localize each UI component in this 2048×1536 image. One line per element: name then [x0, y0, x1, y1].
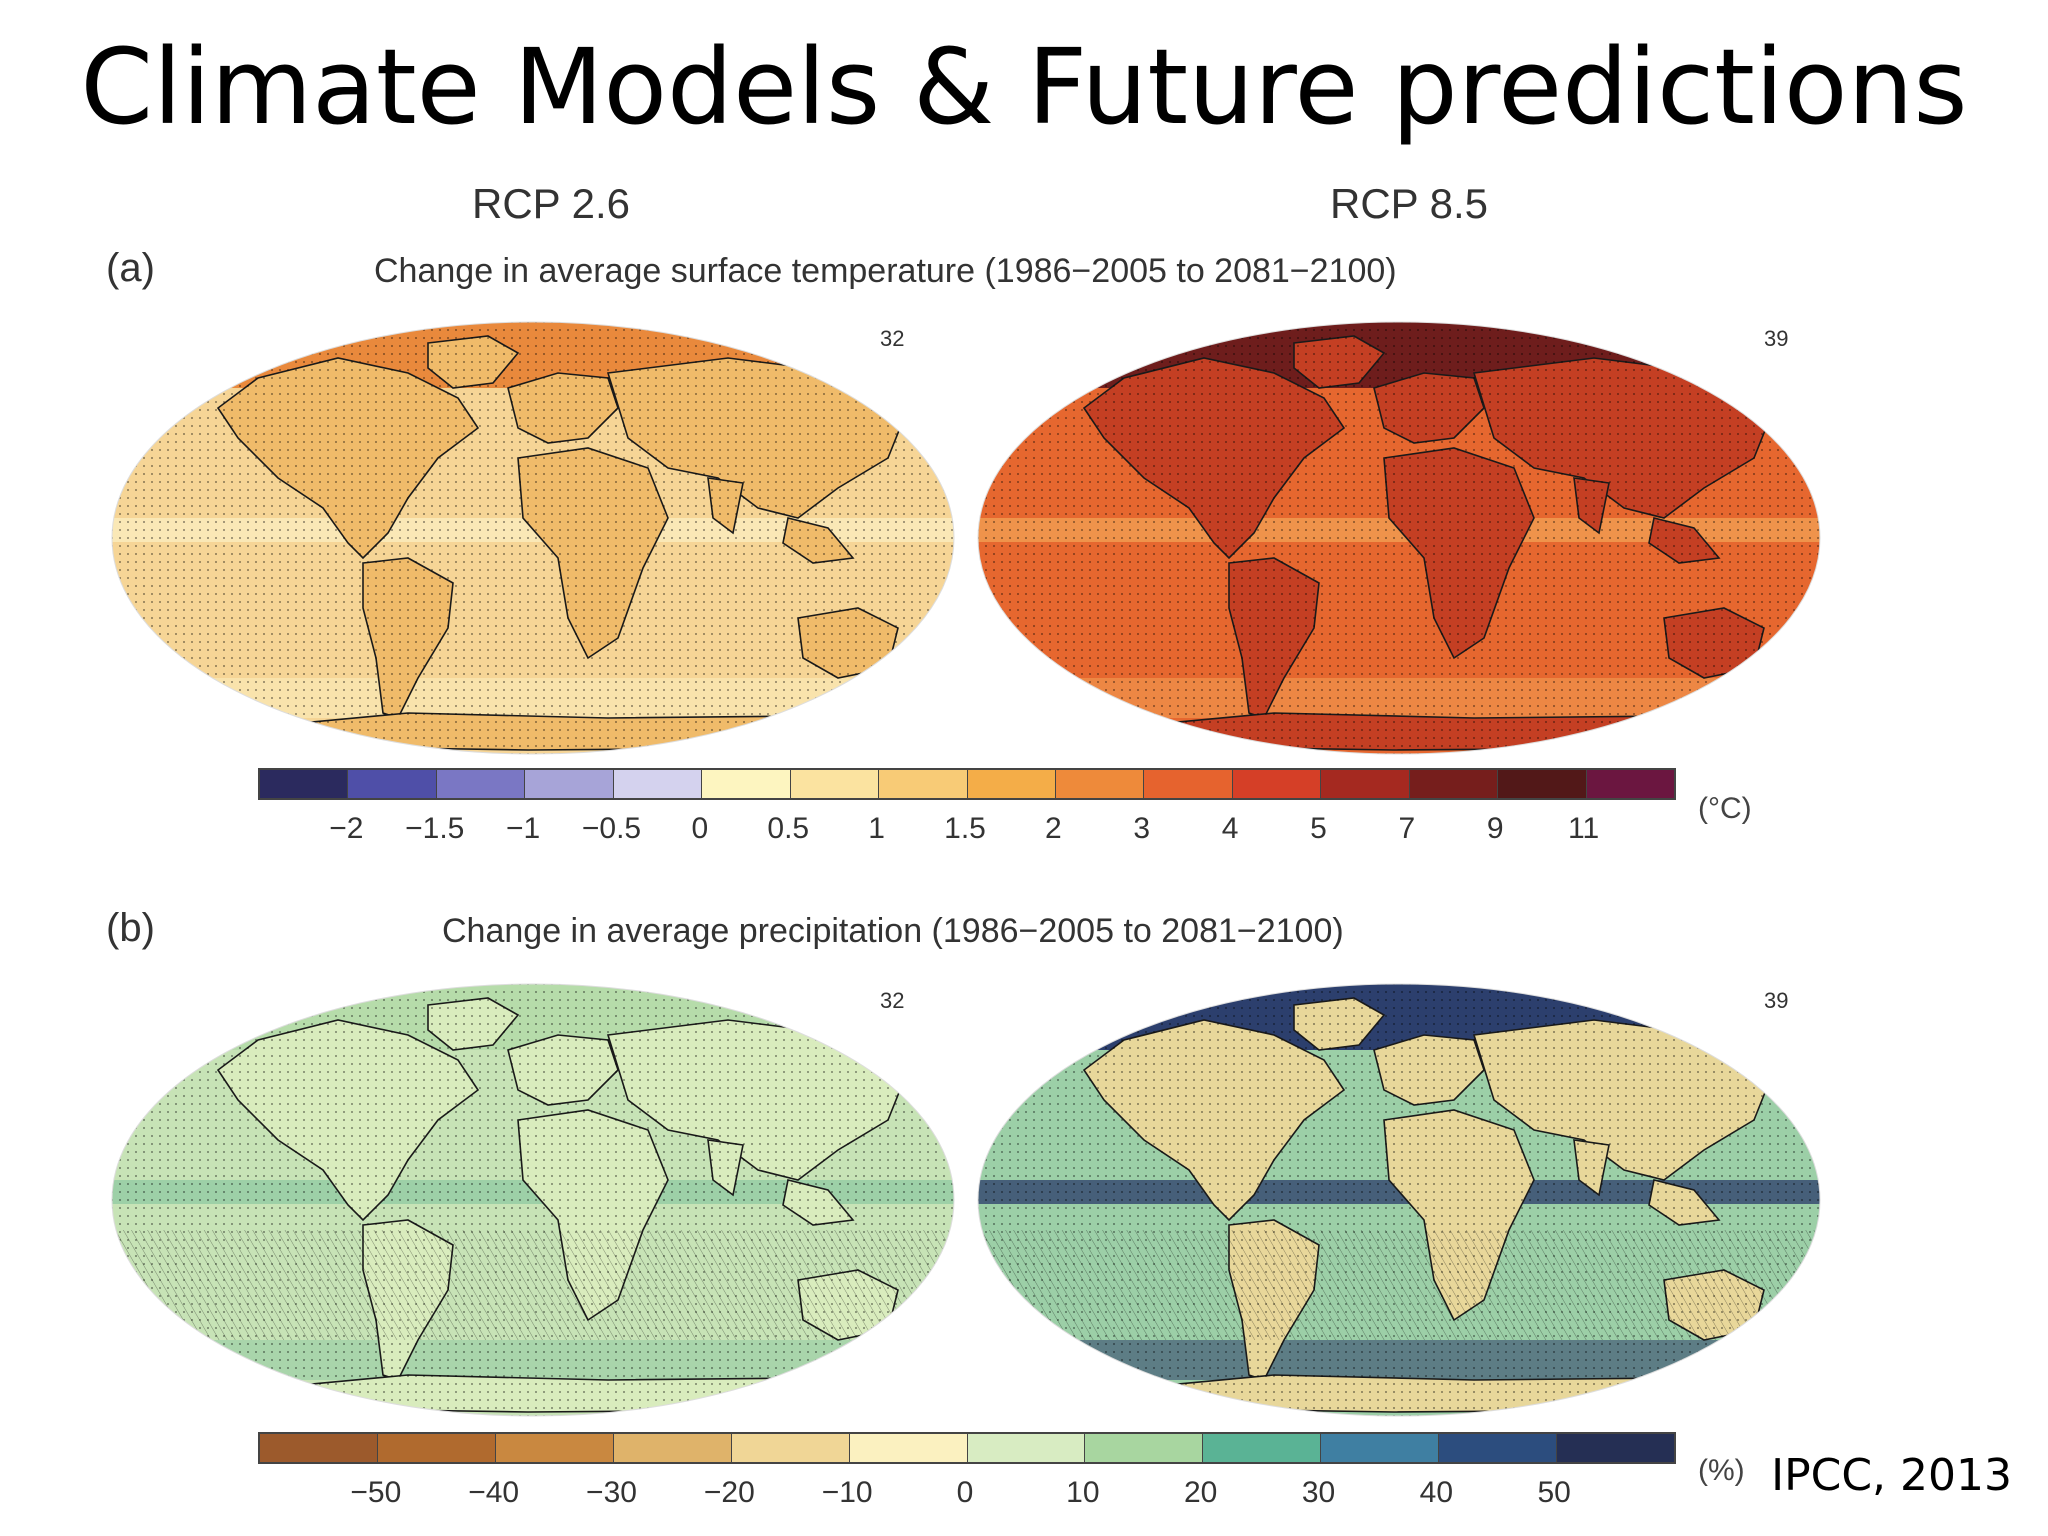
colorbar-tick-label: −10: [821, 1476, 873, 1509]
colorbar-tick-label: 4: [1221, 812, 1239, 845]
colorbar-swatch: [731, 1434, 850, 1462]
colorbar-swatch: [1085, 1434, 1204, 1462]
stippling-overlay: [112, 984, 954, 1416]
colorbar-tick-label: 9: [1486, 812, 1504, 845]
colorbar-tick-label: −0.5: [581, 812, 642, 845]
temperature-unit: (°C): [1698, 792, 1752, 825]
temperature-colorbar-ticks: −2 −1.5 −1 −0.5 0 0.5 1 1.5 2 3 4 5 7 9 11: [258, 812, 1672, 852]
colorbar-tick-label: 0: [691, 812, 709, 845]
stippling-overlay: [978, 984, 1820, 1416]
map-temp-rcp26: [108, 318, 958, 758]
map-precip-rcp85: [974, 980, 1824, 1420]
panel-a-title: Change in average surface temperature (1…: [374, 252, 1397, 290]
colorbar-swatch: [967, 770, 1056, 798]
colorbar-swatch: [1498, 770, 1587, 798]
world-map: [111, 321, 955, 755]
world-map: [111, 983, 955, 1417]
colorbar-tick-label: −40: [468, 1476, 520, 1509]
colorbar-tick-label: 10: [1066, 1476, 1100, 1509]
colorbar-tick-label: 20: [1183, 1476, 1218, 1509]
colorbar-swatch: [967, 1434, 1086, 1462]
colorbar-tick-label: 40: [1419, 1476, 1454, 1509]
precipitation-colorbar-ticks: −50 −40 −30 −20 −10 0 10 20 30 40 50: [258, 1476, 1672, 1516]
panel-b-title: Change in average precipitation (1986−20…: [442, 912, 1344, 950]
stippling-overlay: [978, 322, 1820, 754]
colorbar-swatch: [702, 770, 791, 798]
world-map: [977, 321, 1821, 755]
colorbar-swatch: [495, 1434, 614, 1462]
colorbar-tick-label: 30: [1301, 1476, 1336, 1509]
colorbar-swatch: [879, 770, 968, 798]
map-outline: [111, 983, 955, 1417]
colorbar-tick-label: 0: [956, 1476, 974, 1509]
colorbar-swatch: [1144, 770, 1233, 798]
model-count-temp-rcp26: 32: [880, 326, 905, 351]
map-precip-rcp26: [108, 980, 958, 1420]
colorbar-tick-label: −30: [586, 1476, 637, 1509]
panel-a-letter: (a): [106, 246, 155, 290]
world-map: [977, 983, 1821, 1417]
column-header-rcp26: RCP 2.6: [472, 180, 630, 227]
colorbar-swatch: [1557, 1434, 1675, 1462]
colorbar-swatch: [1321, 1434, 1440, 1462]
temperature-colorbar: [258, 768, 1676, 800]
colorbar-swatch: [613, 770, 703, 798]
colorbar-swatch: [1203, 1434, 1322, 1462]
colorbar-swatch: [1439, 1434, 1558, 1462]
colorbar-tick-label: 11: [1568, 812, 1600, 845]
colorbar-tick-label: 7: [1398, 812, 1416, 845]
colorbar-tick-label: −2: [329, 812, 364, 845]
colorbar-swatch: [1409, 770, 1499, 798]
map-outline: [111, 321, 955, 755]
colorbar-tick-label: −1.5: [405, 812, 465, 845]
slide-title: Climate Models & Future predictions: [80, 26, 1968, 148]
colorbar-tick-label: −20: [703, 1476, 755, 1509]
colorbar-swatch: [436, 770, 526, 798]
precipitation-unit: (%): [1698, 1454, 1745, 1487]
map-outline: [977, 983, 1821, 1417]
colorbar-swatch: [1321, 770, 1410, 798]
model-count-precip-rcp26: 32: [880, 988, 905, 1013]
colorbar-swatch: [1055, 770, 1145, 798]
colorbar-tick-label: 3: [1133, 812, 1151, 845]
map-outline: [977, 321, 1821, 755]
colorbar-swatch: [377, 1434, 496, 1462]
colorbar-swatch: [348, 770, 437, 798]
colorbar-tick-label: 5: [1310, 812, 1327, 845]
model-count-precip-rcp85: 39: [1764, 988, 1789, 1013]
colorbar-swatch: [790, 770, 880, 798]
colorbar-swatch: [1586, 770, 1674, 798]
colorbar-tick-label: −1: [506, 812, 541, 845]
source-credit: IPCC, 2013: [1771, 1450, 2012, 1501]
colorbar-swatch: [525, 770, 614, 798]
colorbar-swatch: [260, 1434, 378, 1462]
model-count-temp-rcp85: 39: [1764, 326, 1789, 351]
colorbar-tick-label: 0.5: [767, 812, 810, 845]
colorbar-tick-label: 1.5: [944, 812, 986, 845]
colorbar-swatch: [849, 1434, 968, 1462]
colorbar-swatch: [1232, 770, 1322, 798]
colorbar-tick-label: 50: [1537, 1476, 1571, 1509]
panel-b-letter: (b): [106, 906, 155, 950]
colorbar-tick-label: 1: [868, 812, 885, 845]
colorbar-tick-label: 2: [1045, 812, 1062, 845]
colorbar-tick-label: −50: [350, 1476, 402, 1509]
column-header-rcp85: RCP 8.5: [1330, 180, 1488, 227]
map-temp-rcp85: [974, 318, 1824, 758]
precipitation-colorbar: [258, 1432, 1676, 1464]
stippling-overlay: [112, 322, 954, 754]
colorbar-swatch: [613, 1434, 732, 1462]
colorbar-swatch: [260, 770, 349, 798]
